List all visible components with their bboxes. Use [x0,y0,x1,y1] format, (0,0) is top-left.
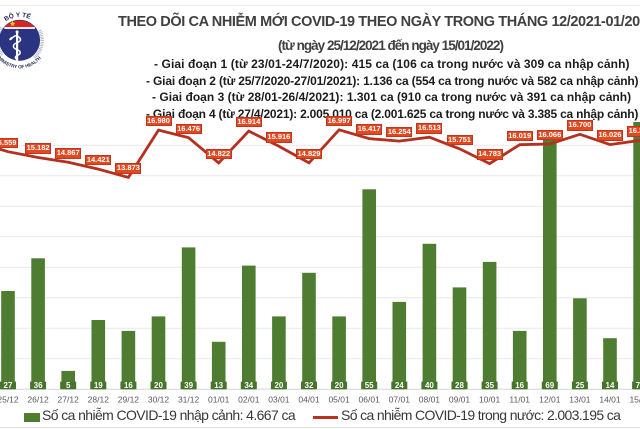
svg-text:12/01: 12/01 [539,394,561,404]
svg-text:14: 14 [606,381,615,390]
svg-text:08/01: 08/01 [419,394,441,404]
svg-text:25: 25 [575,381,584,390]
svg-text:25/12: 25/12 [0,394,19,404]
svg-text:10/01: 10/01 [479,394,501,404]
svg-text:35: 35 [485,381,494,390]
svg-text:5: 5 [66,381,71,390]
svg-text:02/01: 02/01 [238,394,260,404]
svg-text:20: 20 [154,381,163,390]
svg-text:28/12: 28/12 [88,394,110,404]
svg-text:14/01: 14/01 [599,394,621,404]
svg-text:34: 34 [244,381,253,390]
svg-text:01/01: 01/01 [208,394,230,404]
svg-text:16: 16 [515,381,524,390]
svg-text:20: 20 [274,381,283,390]
svg-text:19: 19 [94,381,103,390]
svg-text:24: 24 [395,381,404,390]
svg-text:27: 27 [4,381,13,390]
svg-text:07/01: 07/01 [389,394,411,404]
svg-text:30/12: 30/12 [148,394,170,404]
svg-text:16: 16 [124,381,133,390]
svg-text:11/01: 11/01 [509,394,530,404]
svg-text:32: 32 [305,381,314,390]
svg-text:04/01: 04/01 [298,394,320,404]
svg-text:03/01: 03/01 [268,394,290,404]
svg-text:06/01: 06/01 [359,394,381,404]
svg-text:05/01: 05/01 [328,394,350,404]
svg-text:27/12: 27/12 [58,394,80,404]
svg-text:13/01: 13/01 [569,394,591,404]
svg-text:36: 36 [34,381,43,390]
svg-text:20: 20 [335,381,344,390]
svg-text:26/12: 26/12 [27,394,49,404]
svg-text:73: 73 [636,381,640,390]
svg-text:40: 40 [425,381,434,390]
svg-text:31/12: 31/12 [178,394,200,404]
svg-text:13: 13 [214,381,223,390]
svg-text:69: 69 [545,381,554,390]
svg-text:29/12: 29/12 [118,394,140,404]
svg-text:15/01: 15/01 [629,394,640,404]
svg-text:09/01: 09/01 [449,394,471,404]
svg-text:55: 55 [365,381,374,390]
svg-text:39: 39 [184,381,193,390]
svg-text:28: 28 [455,381,464,390]
